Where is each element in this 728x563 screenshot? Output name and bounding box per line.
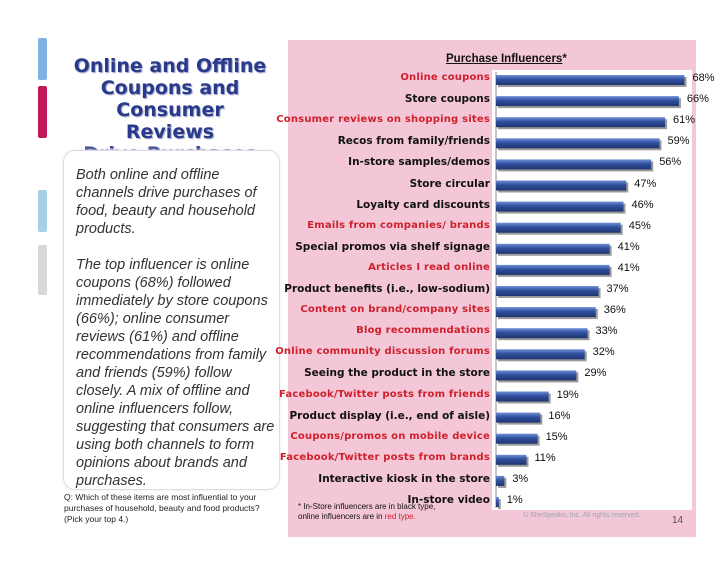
- page-number: 14: [672, 515, 684, 526]
- category-label: Seeing the product in the store: [304, 367, 490, 380]
- category-label: Blog recommendations: [356, 325, 490, 337]
- category-label: Loyalty card discounts: [356, 198, 490, 211]
- deco-bar-gray: [38, 245, 47, 295]
- value-label: 56%: [659, 156, 682, 169]
- value-label: 41%: [617, 240, 640, 253]
- category-label: Store circular: [409, 177, 490, 190]
- footnote-line-2: online influencers are in red type.: [298, 512, 435, 522]
- category-label: Facebook/Twitter posts from friends: [278, 388, 490, 400]
- category-label: Store coupons: [404, 93, 490, 106]
- title-line-2: Coupons and: [100, 77, 240, 99]
- category-label: Product benefits (i.e., low-sodium): [284, 283, 490, 295]
- category-label: Articles I read online: [368, 261, 490, 273]
- value-label: 66%: [686, 93, 709, 106]
- category-label: Consumer reviews on shopping sites: [276, 114, 490, 126]
- bar: [496, 412, 541, 423]
- category-label: Coupons/promos on mobile device: [290, 430, 490, 442]
- bar: [496, 96, 679, 107]
- category-label: Online community discussion forums: [275, 346, 490, 358]
- footnote: * In-Store influencers are in black type…: [298, 502, 435, 522]
- bar: [496, 349, 585, 360]
- bar: [496, 222, 621, 233]
- chart-title: Purchase Influencers*: [446, 53, 567, 65]
- title-line-3: Consumer Reviews: [116, 99, 224, 143]
- value-label: 41%: [617, 261, 640, 274]
- bar: [496, 328, 588, 339]
- title-line-1: Online and Offline: [73, 55, 267, 77]
- value-label: 36%: [603, 304, 626, 317]
- bar: [496, 159, 652, 170]
- deco-bar-magenta: [38, 86, 47, 138]
- chart-title-text: Purchase Influencers: [446, 53, 563, 65]
- value-label: 45%: [628, 219, 651, 232]
- bar: [496, 370, 577, 381]
- footnote-red-text: red type.: [384, 512, 416, 521]
- summary-paragraph-2: The top influencer is online coupons (68…: [76, 257, 275, 489]
- category-label: Online coupons: [400, 72, 490, 83]
- summary-paragraph-1: Both online and offline channels drive p…: [76, 167, 257, 237]
- value-label: 15%: [545, 430, 568, 443]
- bar: [496, 117, 666, 128]
- value-label: 68%: [692, 72, 715, 84]
- value-label: 59%: [667, 135, 690, 148]
- bar: [496, 307, 596, 318]
- survey-question: Q: Which of these items are most influen…: [64, 492, 260, 524]
- value-label: 11%: [534, 451, 556, 464]
- slide-title: Online and Offline Coupons and Consumer …: [70, 55, 270, 165]
- category-label: Emails from companies/ brands: [307, 219, 490, 231]
- value-label: 61%: [673, 114, 696, 127]
- value-label: 29%: [584, 367, 607, 380]
- category-label: Interactive kiosk in the store: [318, 472, 490, 485]
- deco-bar-lightblue: [38, 190, 47, 232]
- bar: [496, 75, 685, 85]
- bar: [496, 475, 505, 486]
- bar-shadow: [498, 499, 501, 509]
- value-label: 46%: [631, 198, 654, 211]
- category-label: Content on brand/company sites: [300, 304, 490, 316]
- value-label: 37%: [606, 283, 629, 295]
- category-label: Product display (i.e., end of aisle): [289, 409, 490, 422]
- bar: [496, 180, 627, 191]
- copyright: © SheSpeaks, Inc. All rights reserved.: [523, 512, 641, 519]
- value-label: 47%: [634, 177, 657, 190]
- footnote-prefix: online influencers are in: [298, 512, 385, 521]
- bar: [496, 243, 610, 254]
- bar: [496, 264, 610, 275]
- deco-bar-blue: [38, 38, 47, 80]
- bar: [496, 286, 599, 296]
- bar: [496, 201, 624, 212]
- category-label: Recos from family/friends: [337, 135, 490, 148]
- bar: [496, 454, 527, 465]
- bar: [496, 138, 660, 149]
- value-label: 19%: [556, 388, 579, 401]
- bar: [496, 497, 499, 507]
- chart-title-asterisk: *: [562, 53, 567, 65]
- category-label: Special promos via shelf signage: [295, 240, 490, 253]
- footnote-line-1: * In-Store influencers are in black type…: [298, 502, 436, 511]
- summary-box: [63, 150, 280, 490]
- bar: [496, 433, 538, 444]
- category-label: In-store samples/demos: [348, 156, 490, 169]
- value-label: 33%: [595, 325, 618, 338]
- value-label: 16%: [548, 409, 571, 422]
- bar: [496, 391, 549, 402]
- value-label: 3%: [512, 472, 529, 485]
- value-label: 1%: [506, 494, 523, 506]
- value-label: 32%: [592, 346, 615, 359]
- category-label: In-store video: [407, 494, 490, 506]
- category-label: Facebook/Twitter posts from brands: [279, 451, 490, 463]
